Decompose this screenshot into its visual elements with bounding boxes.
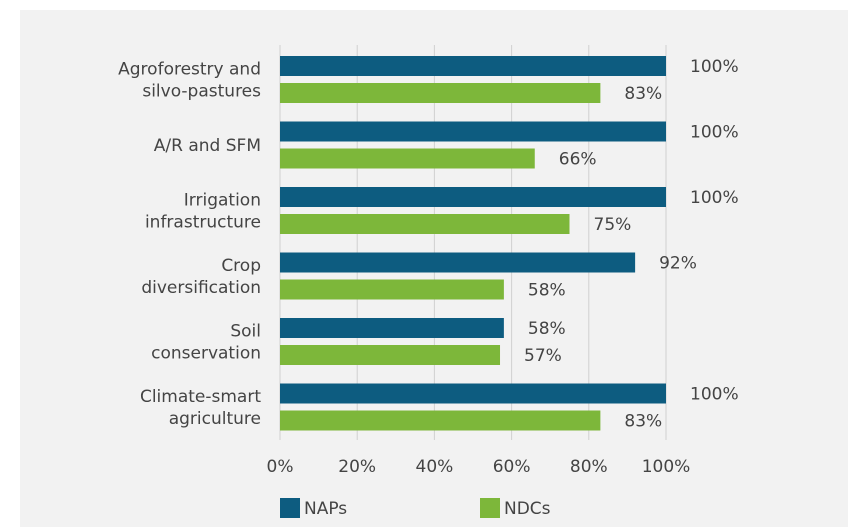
data-label: 100% (690, 123, 739, 143)
bar-ndcs-2 (280, 214, 570, 234)
x-tick-label: 80% (570, 457, 608, 477)
data-label: 75% (594, 215, 632, 235)
data-label: 100% (690, 385, 739, 405)
bar-naps-4 (280, 318, 504, 338)
gridlines (279, 45, 667, 440)
legend: NAPs NDCs (280, 498, 551, 519)
x-tick-label: 40% (416, 457, 454, 477)
data-label: 66% (559, 150, 597, 170)
chart-panel: 100% 83% Agroforestry and silvo-pastures 100… (20, 10, 848, 527)
category-label: Crop (221, 256, 261, 276)
category-label: agriculture (169, 409, 261, 429)
data-label: 83% (624, 412, 662, 432)
data-label: 100% (690, 57, 739, 77)
legend-swatch-ndcs (480, 498, 500, 518)
x-tick-label: 0% (267, 457, 294, 477)
data-label: 92% (659, 254, 697, 274)
bar-ndcs-4 (280, 345, 501, 365)
data-label: 57% (524, 346, 562, 366)
bar-naps-0 (280, 56, 666, 76)
category-label: conservation (151, 344, 261, 364)
category-label: Agroforestry and (118, 60, 261, 80)
data-label: 83% (624, 84, 662, 104)
x-tick-label: 60% (493, 457, 531, 477)
x-tick-label: 20% (338, 457, 376, 477)
bar-ndcs-5 (280, 410, 601, 431)
data-label: 58% (528, 281, 566, 301)
bar-naps-2 (280, 187, 666, 207)
bar-ndcs-1 (280, 148, 535, 169)
bar-ndcs-0 (280, 83, 601, 103)
category-label: Irrigation (184, 191, 261, 211)
bar-naps-5 (280, 383, 666, 404)
bar-naps-1 (280, 121, 666, 142)
data-label: 100% (690, 188, 739, 208)
bar-naps-3 (280, 252, 636, 273)
bars (280, 56, 666, 431)
category-label: Soil (230, 322, 261, 342)
category-label: Climate-smart (140, 387, 261, 407)
category-label: diversification (141, 278, 261, 298)
x-tick-label: 100% (642, 457, 691, 477)
data-label: 58% (528, 319, 566, 339)
x-axis-ticks: 0% 20% 40% 60% 80% 100% (267, 457, 691, 477)
category-label: A/R and SFM (154, 136, 261, 156)
legend-label: NAPs (304, 499, 347, 519)
legend-label: NDCs (504, 499, 551, 519)
bar-ndcs-3 (280, 279, 504, 300)
category-label: infrastructure (145, 213, 261, 233)
legend-swatch-naps (280, 498, 300, 518)
category-label: silvo-pastures (142, 82, 261, 102)
